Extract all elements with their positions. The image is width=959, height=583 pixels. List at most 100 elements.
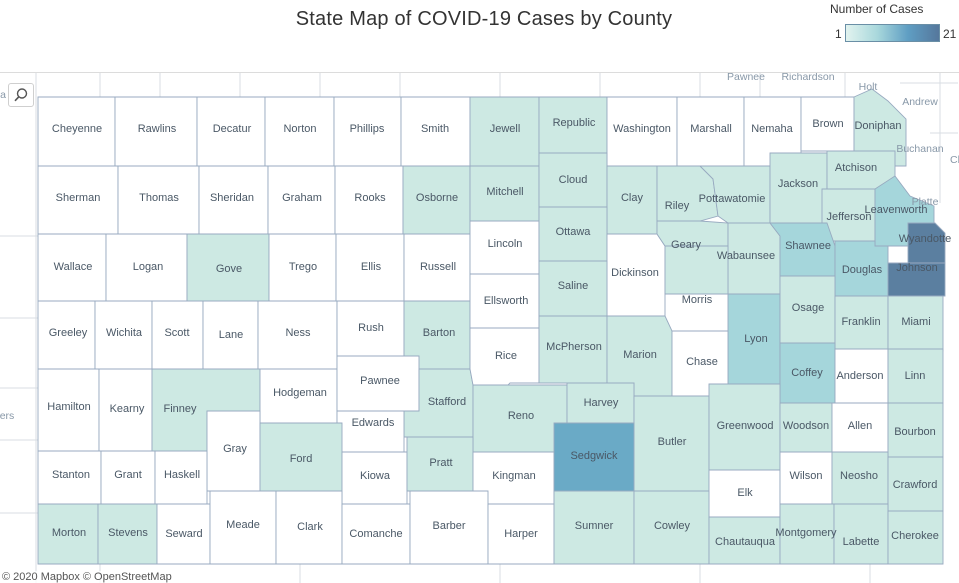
county-label: Montgomery <box>775 527 837 539</box>
county-label: Elk <box>737 487 753 499</box>
county-label: Graham <box>282 192 322 204</box>
county-label: Thomas <box>139 192 179 204</box>
county-label: Meade <box>226 519 260 531</box>
county-label: Clay <box>621 192 644 204</box>
county-label: Chautauqua <box>715 536 776 548</box>
county-label: Rush <box>358 322 384 334</box>
county-label: Lincoln <box>488 238 523 250</box>
county-label: Saline <box>558 280 589 292</box>
magnifier-icon <box>14 88 28 102</box>
county-label: Hodgeman <box>273 387 327 399</box>
county-label: Coffey <box>791 367 823 379</box>
county-label: Jewell <box>490 123 521 135</box>
county-label: Jefferson <box>826 211 871 223</box>
county-label: Grant <box>114 469 142 481</box>
county-label: Comanche <box>349 528 402 540</box>
county-label: Ottawa <box>556 226 592 238</box>
county-label: Nemaha <box>751 123 793 135</box>
county-label: Rawlins <box>138 123 177 135</box>
county-label: Wallace <box>54 261 93 273</box>
county-label: Geary <box>671 239 701 251</box>
county-label: Gove <box>216 263 242 275</box>
legend: Number of Cases 1 21 <box>830 2 958 46</box>
neighbor-label: Cl <box>950 154 959 166</box>
county-label: Doniphan <box>854 120 901 132</box>
county-label: Sherman <box>56 192 101 204</box>
county-label: Cowley <box>654 520 691 532</box>
county-label: Pawnee <box>360 375 400 387</box>
county-label: Ellis <box>361 261 382 273</box>
county-wyandotte[interactable] <box>907 222 946 264</box>
county-label: Harvey <box>584 397 619 409</box>
county-label: Bourbon <box>894 426 936 438</box>
neighbor-label: Buchanan <box>896 143 943 155</box>
county-label: Douglas <box>842 264 883 276</box>
county-label: Kingman <box>492 470 535 482</box>
county-labette[interactable] <box>833 503 889 565</box>
county-label: Kiowa <box>360 470 391 482</box>
neighbor-label: Holt <box>859 81 878 93</box>
neighbor-label: Richardson <box>781 73 834 83</box>
neighbor-label: Andrew <box>902 96 938 108</box>
county-label: Brown <box>812 118 843 130</box>
county-label: Cloud <box>559 174 588 186</box>
county-label: Rooks <box>354 192 386 204</box>
legend-title: Number of Cases <box>830 2 924 16</box>
county-label: Woodson <box>783 420 829 432</box>
county-label: Russell <box>420 261 456 273</box>
county-label: Stevens <box>108 527 148 539</box>
county-label: Crawford <box>893 479 938 491</box>
county-label: Sheridan <box>210 192 254 204</box>
county-label: Dickinson <box>611 267 659 279</box>
neighbor-label: Platte <box>912 196 939 208</box>
county-label: Allen <box>848 420 872 432</box>
county-johnson[interactable] <box>887 262 946 297</box>
county-label: Riley <box>665 200 690 212</box>
county-label: Phillips <box>350 123 385 135</box>
county-label: Greeley <box>49 327 88 339</box>
county-label: Anderson <box>836 370 883 382</box>
county-label: McPherson <box>546 341 602 353</box>
county-label: Johnson <box>896 262 938 274</box>
county-label: Greenwood <box>717 420 774 432</box>
county-label: Finney <box>163 403 197 415</box>
county-label: Chase <box>686 356 718 368</box>
neighbor-label: ers <box>0 410 14 422</box>
county-label: Atchison <box>835 162 877 174</box>
county-label: Lane <box>219 329 243 341</box>
map-search-button[interactable] <box>8 83 34 107</box>
county-label: Wabaunsee <box>717 250 775 262</box>
county-label: Barton <box>423 327 455 339</box>
map-title: State Map of COVID-19 Cases by County <box>295 8 673 30</box>
county-label: Cherokee <box>891 530 939 542</box>
county-label: Morton <box>52 527 86 539</box>
county-label: Pratt <box>429 457 452 469</box>
legend-max-value: 21 <box>943 27 957 41</box>
county-label: Sedgwick <box>570 450 618 462</box>
county-label: Neosho <box>840 470 878 482</box>
county-label: Wyandotte <box>899 233 952 245</box>
county-label: Leavenworth <box>865 204 928 216</box>
county-label: Smith <box>421 123 449 135</box>
county-label: Republic <box>553 117 596 129</box>
county-label: Labette <box>843 536 880 548</box>
county-label: Jackson <box>778 178 818 190</box>
map-attribution: © 2020 Mapbox © OpenStreetMap <box>2 571 172 583</box>
legend-min-value: 1 <box>835 27 842 41</box>
county-label: Osborne <box>416 192 458 204</box>
county-label: Morris <box>682 294 713 306</box>
county-label: Lyon <box>744 333 767 345</box>
county-cherokee[interactable] <box>887 510 944 565</box>
county-label: Sumner <box>575 520 614 532</box>
legend-color-ramp <box>845 24 940 42</box>
map-area[interactable]: Cheyenne Rawlins Decatur Norton Phillips Smit… <box>0 72 959 583</box>
county-label: Ness <box>285 327 311 339</box>
county-label: Edwards <box>352 417 395 429</box>
county-label: Scott <box>164 327 189 339</box>
county-label: Cheyenne <box>52 123 102 135</box>
county-label: Marshall <box>690 123 732 135</box>
county-label: Hamilton <box>47 401 90 413</box>
county-label: Gray <box>223 443 247 455</box>
county-map[interactable]: Cheyenne Rawlins Decatur Norton Phillips Smit… <box>0 73 959 583</box>
county-label: Stafford <box>428 396 466 408</box>
